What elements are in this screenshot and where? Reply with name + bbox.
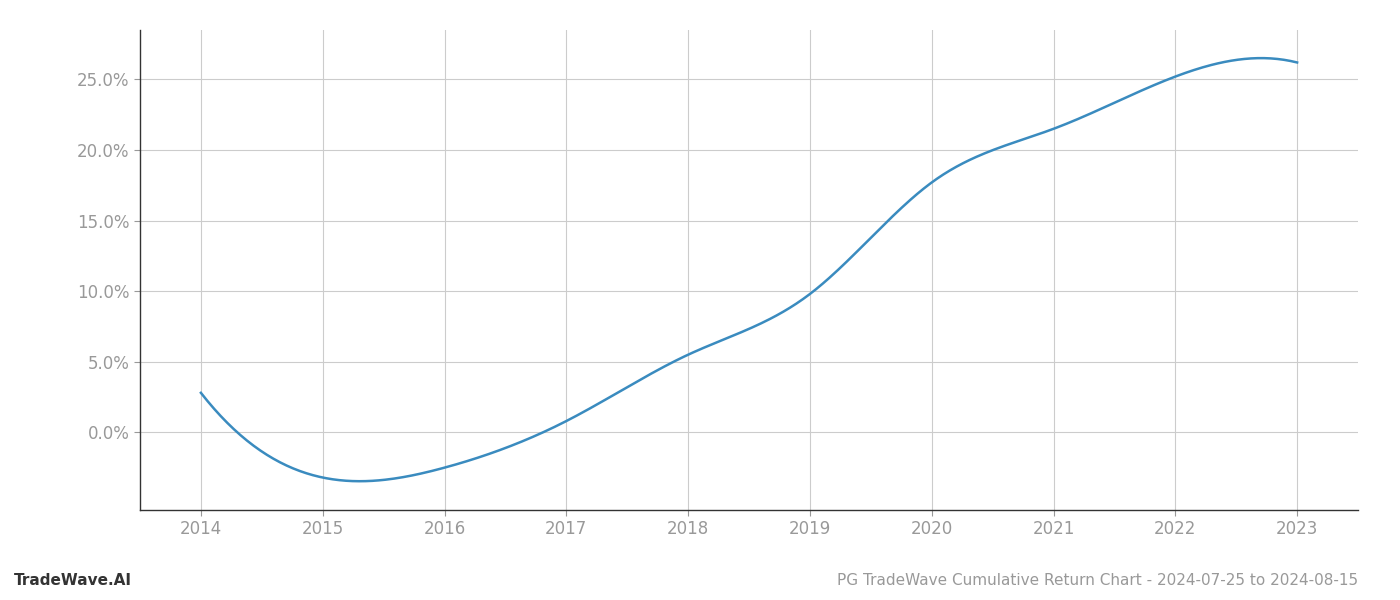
Text: TradeWave.AI: TradeWave.AI [14, 573, 132, 588]
Text: PG TradeWave Cumulative Return Chart - 2024-07-25 to 2024-08-15: PG TradeWave Cumulative Return Chart - 2… [837, 573, 1358, 588]
